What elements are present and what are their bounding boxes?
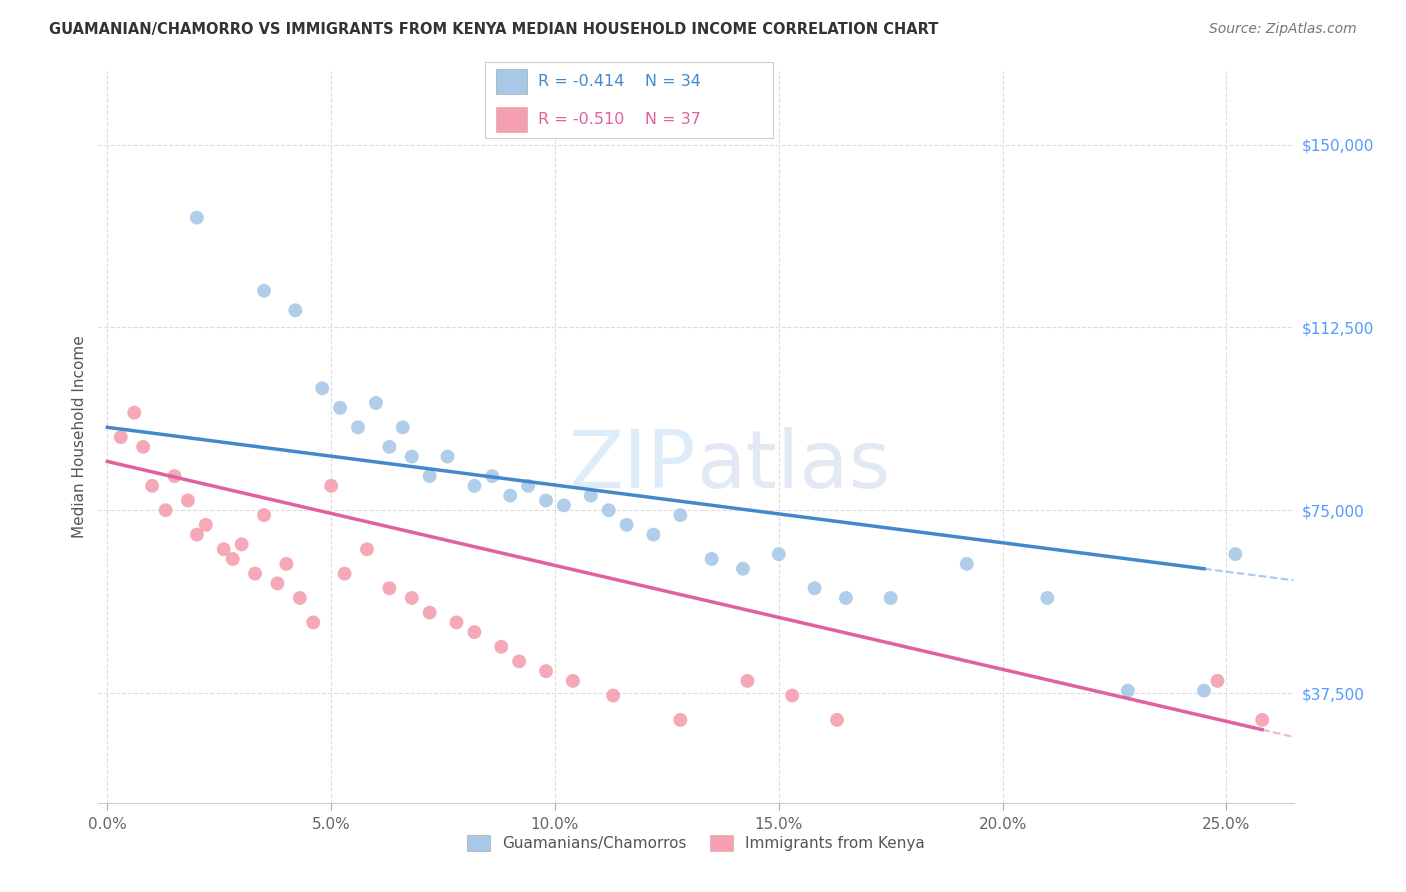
Point: [436, 450, 458, 464]
Point: [598, 503, 620, 517]
Point: [1192, 683, 1215, 698]
Point: [110, 430, 132, 444]
Point: [463, 479, 485, 493]
Point: [481, 469, 503, 483]
Point: [122, 406, 145, 420]
Point: [419, 606, 441, 620]
Point: [266, 576, 288, 591]
Point: [378, 440, 401, 454]
Point: [231, 537, 253, 551]
Point: [141, 479, 163, 493]
Point: [311, 381, 333, 395]
Point: [561, 673, 583, 688]
Point: [780, 689, 803, 703]
Point: [177, 493, 200, 508]
Point: [186, 527, 208, 541]
Point: [364, 396, 387, 410]
Point: [212, 542, 235, 557]
Point: [768, 547, 790, 561]
Point: [356, 542, 378, 557]
Point: [321, 479, 343, 493]
Point: [1225, 547, 1247, 561]
Text: R = -0.510    N = 37: R = -0.510 N = 37: [538, 112, 702, 127]
Point: [579, 489, 602, 503]
Point: [186, 211, 208, 225]
Point: [243, 566, 266, 581]
Text: ZIP: ZIP: [568, 427, 696, 506]
Point: [517, 479, 540, 493]
Point: [669, 508, 692, 522]
Text: atlas: atlas: [696, 427, 890, 506]
Point: [419, 469, 441, 483]
Point: [378, 581, 401, 595]
Y-axis label: Median Household Income: Median Household Income: [72, 335, 87, 539]
Text: GUAMANIAN/CHAMORRO VS IMMIGRANTS FROM KENYA MEDIAN HOUSEHOLD INCOME CORRELATION : GUAMANIAN/CHAMORRO VS IMMIGRANTS FROM KE…: [49, 22, 939, 37]
Point: [329, 401, 352, 415]
Point: [163, 469, 186, 483]
Point: [534, 493, 557, 508]
Point: [835, 591, 858, 605]
Point: [347, 420, 370, 434]
Point: [446, 615, 468, 630]
Point: [553, 499, 575, 513]
Point: [616, 517, 638, 532]
Point: [391, 420, 413, 434]
Point: [643, 527, 665, 541]
Point: [499, 489, 522, 503]
Point: [333, 566, 356, 581]
Point: [879, 591, 901, 605]
Point: [669, 713, 692, 727]
Point: [1116, 683, 1139, 698]
Point: [803, 581, 825, 595]
Point: [401, 591, 423, 605]
Point: [463, 625, 485, 640]
Point: [284, 303, 307, 318]
Point: [302, 615, 325, 630]
Point: [737, 673, 759, 688]
Point: [1036, 591, 1059, 605]
Point: [194, 517, 217, 532]
Point: [508, 654, 530, 668]
Text: Source: ZipAtlas.com: Source: ZipAtlas.com: [1209, 22, 1357, 37]
Point: [253, 508, 276, 522]
Point: [1206, 673, 1229, 688]
Point: [222, 552, 245, 566]
Text: R = -0.414    N = 34: R = -0.414 N = 34: [538, 74, 702, 89]
Point: [602, 689, 624, 703]
Point: [155, 503, 177, 517]
Point: [700, 552, 723, 566]
Point: [825, 713, 848, 727]
Point: [1251, 713, 1274, 727]
Point: [731, 562, 754, 576]
Point: [534, 664, 557, 678]
Point: [401, 450, 423, 464]
Point: [288, 591, 311, 605]
Point: [956, 557, 979, 571]
Point: [491, 640, 513, 654]
Point: [253, 284, 276, 298]
Point: [276, 557, 298, 571]
Point: [132, 440, 155, 454]
Legend: Guamanians/Chamorros, Immigrants from Kenya: Guamanians/Chamorros, Immigrants from Ke…: [461, 830, 931, 857]
